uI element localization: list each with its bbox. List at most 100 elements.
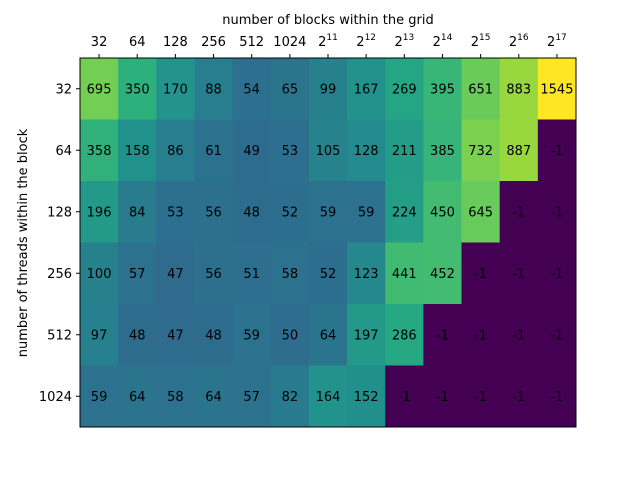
- heatmap-cell: [347, 119, 386, 182]
- heatmap-cell: [118, 181, 157, 243]
- heatmap-cell: [347, 365, 386, 428]
- heatmap-cell: [194, 58, 234, 120]
- cell-value-label: 197: [354, 328, 379, 343]
- cell-value-label: 123: [354, 267, 379, 282]
- cell-value-label: 58: [167, 390, 184, 405]
- heatmap-cell: [156, 181, 195, 243]
- heatmap-cell: [270, 58, 310, 120]
- cell-value-label: 49: [243, 144, 260, 159]
- cell-value-label: 883: [506, 82, 531, 97]
- heatmap-cell: [537, 242, 577, 305]
- heatmap-cell: [461, 58, 501, 120]
- heatmap-cell: [499, 242, 539, 305]
- heatmap-cell: [499, 304, 539, 366]
- heatmap-cell: [308, 58, 348, 120]
- cell-value-label: -1: [474, 328, 487, 343]
- y-axis-ticks: 32 64 128 256 512 1024: [39, 82, 80, 405]
- cell-labels: 695 350 170 88 54 65 99 167 269 395 651 883 1545 358 1…: [87, 82, 574, 405]
- cell-value-label: 100: [87, 267, 112, 282]
- x-tick-label: 512: [239, 35, 264, 50]
- cell-value-label: 164: [316, 390, 341, 405]
- cell-value-label: 732: [468, 144, 493, 159]
- heatmap-cell: [232, 119, 272, 182]
- heatmap-cell: [423, 365, 463, 428]
- cell-value-label: 450: [430, 205, 455, 220]
- heatmap-cell: [385, 304, 424, 366]
- cell-value-label: -1: [474, 390, 487, 405]
- cell-value-label: 82: [282, 390, 299, 405]
- cell-value-label: 158: [125, 144, 150, 159]
- cell-value-label: 286: [392, 328, 417, 343]
- cell-value-label: 57: [243, 390, 260, 405]
- cell-value-label: 88: [205, 82, 222, 97]
- heatmap-cell: [423, 181, 463, 243]
- cell-value-label: 99: [320, 82, 337, 97]
- heatmap-cell: [118, 58, 157, 120]
- cell-value-label: 53: [282, 144, 299, 159]
- x-tick-label: 217: [547, 33, 567, 50]
- cell-value-label: 59: [243, 328, 260, 343]
- cell-value-label: 358: [87, 144, 112, 159]
- cell-value-label: 51: [243, 267, 260, 282]
- x-tick-label: 128: [163, 35, 188, 50]
- heatmap-cell: [118, 242, 157, 305]
- cell-value-label: 50: [282, 328, 299, 343]
- cell-value-label: 128: [354, 144, 379, 159]
- cell-value-label: 196: [87, 205, 112, 220]
- heatmap-cell: [118, 119, 157, 182]
- cell-value-label: 54: [243, 82, 260, 97]
- cell-value-label: -1: [512, 328, 525, 343]
- heatmap-cell: [308, 242, 348, 305]
- cell-value-label: 385: [430, 144, 455, 159]
- x-tick-label: 64: [129, 35, 146, 50]
- cell-value-label: 97: [91, 328, 108, 343]
- heatmap-cell: [347, 181, 386, 243]
- cell-value-label: 86: [167, 144, 184, 159]
- cell-value-label: 224: [392, 205, 417, 220]
- cell-value-label: 57: [129, 267, 146, 282]
- cell-value-label: 53: [167, 205, 184, 220]
- y-tick-label: 1024: [39, 390, 72, 405]
- cell-value-label: 64: [129, 390, 146, 405]
- x-axis-ticks: 32 64 128 256 512 1024 211 212 213 214 215 216 217: [91, 33, 567, 58]
- heatmap-cell: [461, 181, 501, 243]
- cell-value-label: 48: [129, 328, 146, 343]
- cell-value-label: 64: [320, 328, 337, 343]
- x-tick-label: 212: [356, 33, 376, 50]
- x-tick-label: 211: [318, 33, 338, 50]
- heatmap-cell: [80, 58, 119, 120]
- heatmap-cell: [80, 242, 119, 305]
- heatmap-cell: [385, 58, 424, 120]
- heatmap-cell: [308, 365, 348, 428]
- x-tick-label: 1024: [273, 35, 306, 50]
- y-axis-label: number of threads within the block: [16, 128, 31, 357]
- cell-value-label: 59: [91, 390, 108, 405]
- y-tick-label: 512: [47, 328, 72, 343]
- x-tick-label: 213: [394, 33, 414, 50]
- cell-value-label: -1: [436, 328, 449, 343]
- y-tick-label: 128: [47, 205, 72, 220]
- heatmap-cell: [232, 242, 272, 305]
- cell-value-label: 887: [506, 144, 531, 159]
- heatmap-cell: [423, 304, 463, 366]
- heatmap-cell: [156, 58, 195, 120]
- heatmap-cell: [232, 58, 272, 120]
- cell-value-label: 56: [205, 267, 222, 282]
- heatmap-cell: [385, 365, 424, 428]
- heatmap-cell: [423, 242, 463, 305]
- cell-value-label: 64: [205, 390, 222, 405]
- heatmap-cell: [232, 365, 272, 428]
- heatmap-cell: [80, 365, 119, 428]
- heatmap-cell: [537, 181, 577, 243]
- cell-value-label: 61: [205, 144, 222, 159]
- cell-value-label: 48: [243, 205, 260, 220]
- heatmap-cell: [499, 119, 539, 182]
- heatmap-cell: [499, 58, 539, 120]
- cell-value-label: 56: [205, 205, 222, 220]
- heatmap-cell: [80, 119, 119, 182]
- y-tick-label: 32: [55, 82, 72, 97]
- heatmap-cell: [156, 304, 195, 366]
- heatmap-cell: [423, 58, 463, 120]
- x-tick-label: 216: [509, 33, 529, 50]
